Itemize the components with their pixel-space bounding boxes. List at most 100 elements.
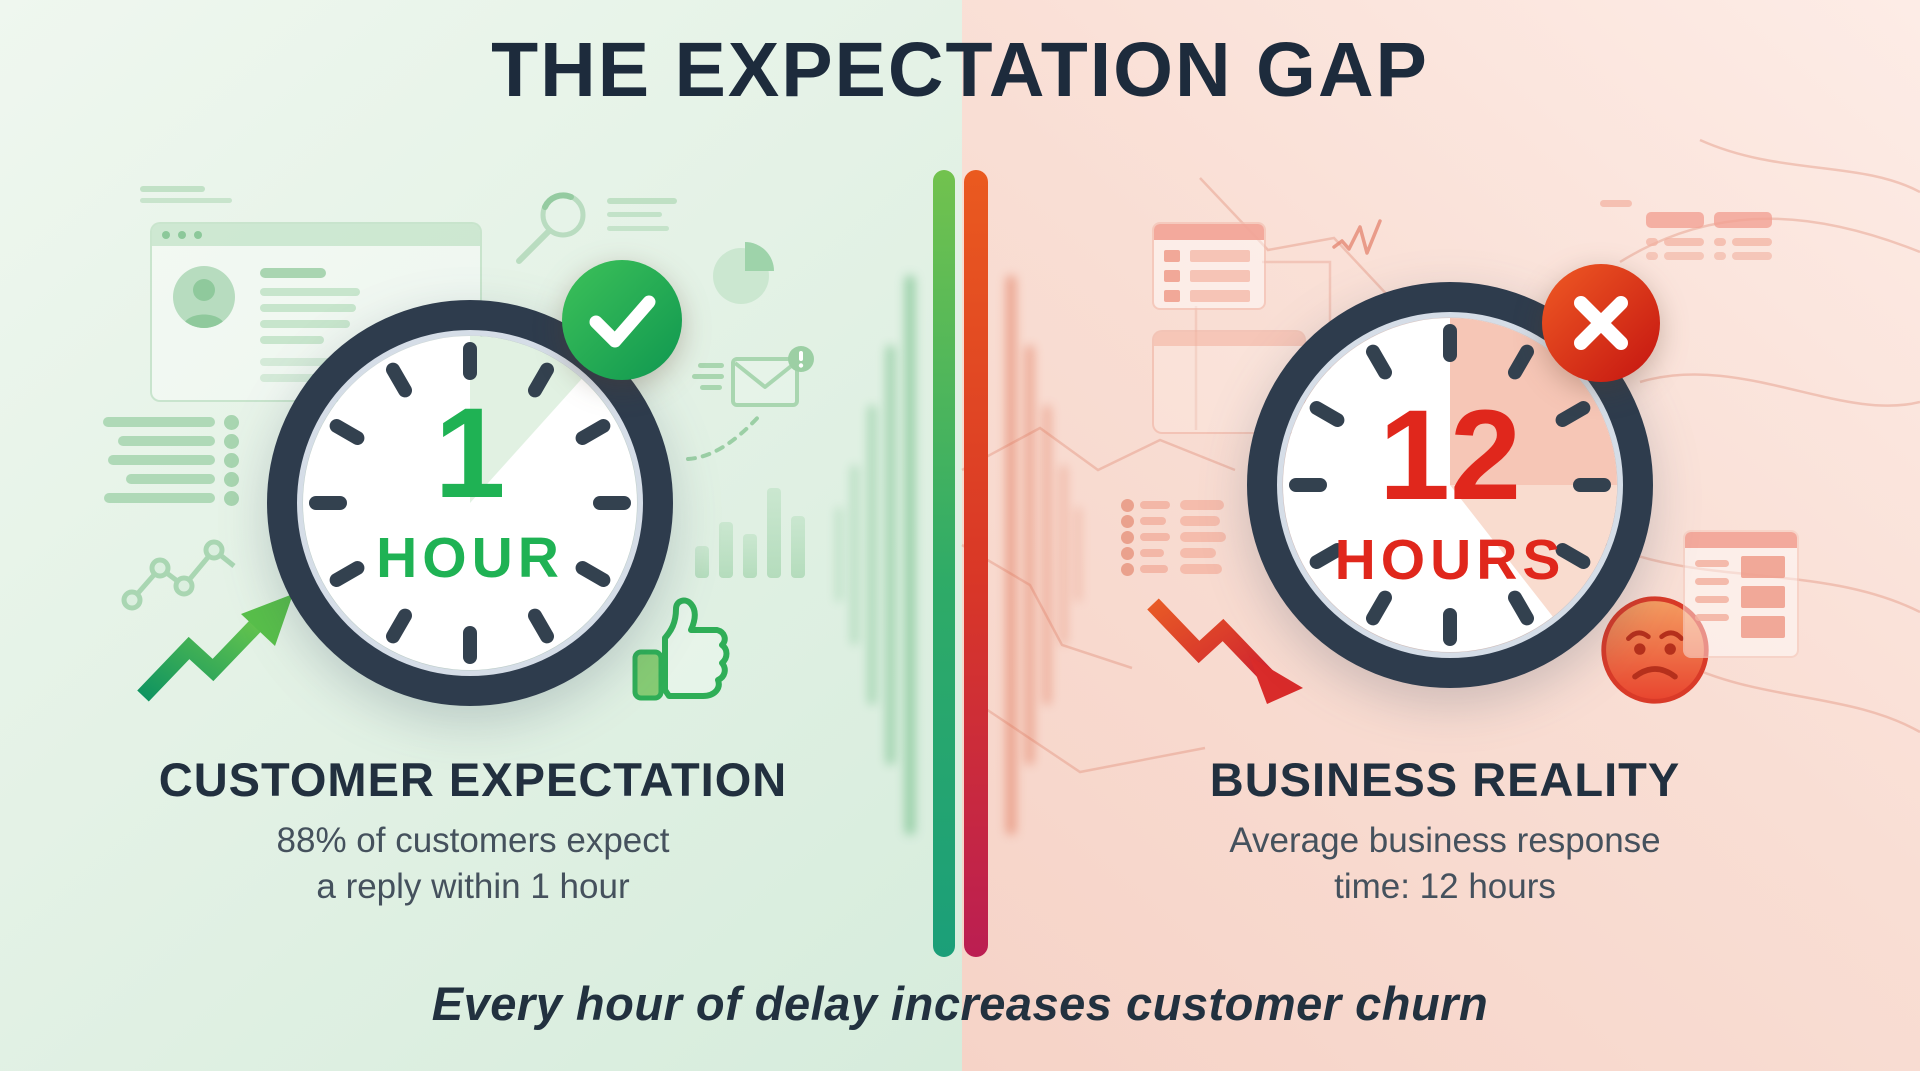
- left-clock-label: 1 HOUR: [310, 382, 630, 591]
- table-cell: [1646, 238, 1658, 246]
- clock-icon: [267, 300, 673, 706]
- table-cell: [1190, 270, 1250, 282]
- list-icon: [1140, 549, 1164, 557]
- text-line: [260, 288, 360, 296]
- table-header: [1714, 212, 1772, 228]
- table-icon: [1152, 222, 1266, 310]
- divider-bar-green: [933, 170, 955, 957]
- list-icon: [1180, 532, 1226, 542]
- list-bullet: [1121, 563, 1134, 576]
- bar-chart-icon: [791, 516, 805, 578]
- table-cell: [1695, 578, 1729, 585]
- table-cell: [1190, 250, 1250, 262]
- table-cell: [1732, 252, 1772, 260]
- browser-titlebar: [152, 224, 480, 246]
- table-cell: [1695, 560, 1729, 567]
- bar-chart-icon: [695, 546, 709, 578]
- list-icon: [103, 417, 215, 427]
- node-chart-icon: [121, 539, 236, 611]
- alert-badge-icon: [788, 346, 814, 372]
- list-icon: [118, 436, 215, 446]
- divider-echo: [1025, 345, 1034, 765]
- deco-dash: [1600, 200, 1632, 207]
- list-icon: [1140, 501, 1170, 509]
- table-header: [1154, 224, 1264, 240]
- divider-echo: [1006, 275, 1016, 835]
- left-heading: CUSTOMER EXPECTATION: [158, 753, 788, 806]
- list-icon: [1140, 533, 1170, 541]
- dotted-curve: [686, 413, 762, 461]
- table-icon: [1683, 530, 1799, 658]
- text-line: [260, 320, 350, 328]
- table-cell: [1695, 596, 1729, 603]
- divider-echo: [886, 345, 895, 765]
- divider-echo: [1075, 507, 1081, 602]
- list-bullet: [1121, 531, 1134, 544]
- table-cell: [1741, 586, 1785, 608]
- clock-icon: [1247, 282, 1653, 688]
- text-line: [607, 212, 662, 217]
- right-clock-label: 12 HOURS: [1290, 384, 1610, 593]
- window-dot: [194, 231, 202, 239]
- list-icon: [1180, 516, 1220, 526]
- right-clock-unit: HOURS: [1334, 528, 1566, 592]
- text-line: [607, 198, 677, 204]
- table-cell: [1732, 238, 1772, 246]
- list-icon: [126, 474, 215, 484]
- table-cell: [1164, 290, 1180, 302]
- left-subtext-line2: a reply within 1 hour: [316, 867, 630, 906]
- window-sketch-header: [1154, 332, 1304, 346]
- magnifier-icon: [516, 192, 586, 264]
- left-clock-unit: HOUR: [376, 526, 564, 590]
- table-cell: [1741, 616, 1785, 638]
- deco-dash: [140, 198, 232, 203]
- list-bullet: [224, 472, 239, 487]
- table-cell: [1714, 238, 1726, 246]
- list-bullet: [224, 415, 239, 430]
- divider-echo: [868, 405, 876, 705]
- list-icon: [104, 493, 215, 503]
- sad-face-icon: [1601, 596, 1709, 704]
- table-cell: [1741, 556, 1785, 578]
- table-cell: [1164, 250, 1180, 262]
- table-header: [1646, 212, 1704, 228]
- list-icon: [1140, 517, 1166, 525]
- x-icon: [1542, 264, 1660, 382]
- text-line: [260, 374, 340, 382]
- check-icon: [562, 260, 682, 380]
- clock-ticks: [309, 342, 631, 664]
- right-subtext-line1: Average business response: [1229, 821, 1661, 860]
- table-cell: [1190, 290, 1250, 302]
- text-line: [260, 304, 356, 312]
- right-heading: BUSINESS REALITY: [1209, 753, 1681, 806]
- right-subtext-line2: time: 12 hours: [1334, 867, 1556, 906]
- envelope-icon: [692, 346, 814, 407]
- right-clock-value: 12: [1378, 384, 1522, 527]
- divider-echo: [905, 275, 915, 835]
- text-line: [260, 268, 326, 278]
- bar-chart-icon: [743, 534, 757, 578]
- table-cell: [1695, 614, 1729, 621]
- window-dot: [178, 231, 186, 239]
- divider-echo: [1043, 405, 1051, 705]
- table-cell: [1646, 252, 1658, 260]
- bar-chart-icon: [767, 488, 781, 578]
- list-icon: [108, 455, 215, 465]
- list-icon: [1180, 500, 1224, 510]
- list-icon: [1140, 565, 1168, 573]
- trend-down-icon: [1147, 598, 1303, 704]
- table-cell: [1664, 238, 1704, 246]
- page-title: THE EXPECTATION GAP: [491, 27, 1429, 113]
- table-header: [1685, 532, 1797, 548]
- divider-echo: [1060, 465, 1067, 645]
- table-cell: [1164, 270, 1180, 282]
- list-bullet: [224, 491, 239, 506]
- text-line: [607, 226, 669, 231]
- deco-dash: [140, 186, 205, 192]
- pie-chart-icon: [713, 242, 774, 304]
- left-clock-value: 1: [434, 382, 506, 525]
- thumbs-up-icon: [632, 597, 730, 701]
- footer-note: Every hour of delay increases customer c…: [431, 977, 1489, 1030]
- window-dot: [162, 231, 170, 239]
